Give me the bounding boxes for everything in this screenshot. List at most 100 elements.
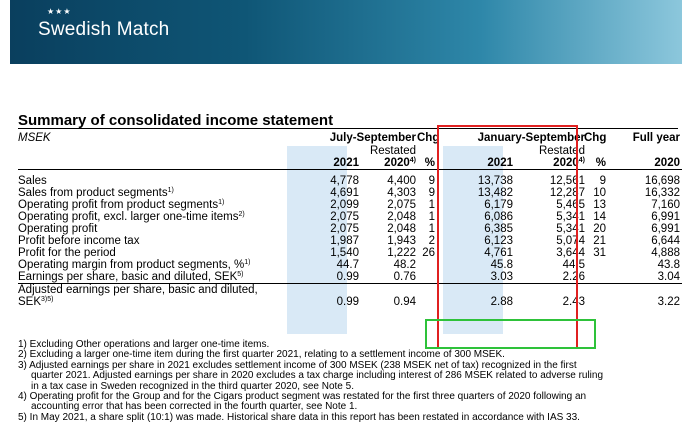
fy-2020-value: 6,991 [651, 223, 680, 235]
restated-ytd-label: Restated [538, 145, 585, 157]
table-row: Sales from product segments1) 4,691 4,30… [18, 187, 682, 199]
q3-2020-value: 1,222 [387, 247, 416, 259]
ytd-2021-value: 45.8 [490, 259, 513, 271]
fy-2020-value: 43.8 [657, 259, 680, 271]
table-row: Earnings per share, basic and diluted, S… [18, 271, 682, 284]
fy-2020-value: 16,698 [644, 175, 680, 187]
ytd-2020-value: 44.5 [562, 259, 585, 271]
row-label: Profit before income tax [18, 235, 139, 247]
chg-q3-value: 9 [428, 187, 435, 199]
ytd-2021-value: 6,179 [484, 199, 513, 211]
footnote-5: 5) In May 2021, a share split (10:1) was… [18, 411, 580, 423]
row-label: Operating margin from product segments, … [18, 259, 251, 271]
row-label: Adjusted earnings per share, basic and d… [18, 284, 258, 308]
chg-ytd-value: 20 [593, 223, 606, 235]
ytd-2021-value: 3.03 [490, 271, 513, 283]
table-row: Operating profit 2,075 2,048 1 6,385 5,3… [18, 223, 682, 235]
q3-2020-value: 0.76 [393, 271, 416, 283]
q3-2020-value: 4,303 [387, 187, 416, 199]
ytd-2021-value: 6,086 [484, 211, 513, 223]
q3-2021-value: 0.99 [336, 271, 359, 283]
header-row-years: 2021 20204) % 2021 20204) % 2020 [18, 157, 682, 170]
header-banner: ★★★ Swedish Match [10, 0, 682, 64]
q3-2020-value: 0.94 [393, 296, 416, 308]
row-footnote: 5) [237, 271, 244, 278]
chg-q3-header: Chg [417, 132, 440, 144]
ytd-2021-value: 13,482 [477, 187, 513, 199]
table-row-adjusted-eps: Adjusted earnings per share, basic and d… [18, 284, 682, 308]
ytd-2020-note: 4) [578, 157, 585, 164]
q3-2021-header: 2021 [333, 157, 359, 169]
footnote-4-cont: accounting error that has been corrected… [31, 401, 358, 413]
footnote-4: 4) Operating profit for the Group and fo… [18, 391, 587, 403]
q3-2020-value: 4,400 [387, 175, 416, 187]
footnote-3-cont: in a tax case in Sweden recognized in th… [31, 380, 354, 392]
row-footnote: 3)5) [41, 296, 54, 303]
row-label-text: Operating profit [18, 223, 98, 235]
footnote-1: 1) Excluding Other operations and larger… [18, 339, 270, 350]
row-label-text: Operating profit from product segments [18, 199, 219, 211]
chg-ytd-header: Chg [584, 132, 607, 144]
q3-2020-value: 2,048 [387, 223, 416, 235]
q3-2020-header: 20204) [356, 157, 416, 170]
row-label-text: Earnings per share, basic and diluted, S… [18, 271, 238, 283]
chg-q3-value: 1 [428, 211, 435, 223]
footnote-3-cont: quarter 2021. Adjusted earnings per shar… [31, 370, 604, 382]
table-row: Operating profit, excl. larger one-time … [18, 211, 682, 223]
chg-ytd-value: 31 [593, 247, 606, 259]
row-label-text-line1: Adjusted earnings per share, basic and d… [18, 284, 258, 296]
ytd-2021-header: 2021 [487, 157, 513, 169]
ytd-2020-value: 2.26 [562, 271, 585, 283]
row-footnote: 1) [244, 259, 251, 266]
row-label-text: Sales [18, 175, 47, 187]
fy-2020-value: 6,644 [651, 235, 680, 247]
chg-ytd-percent: % [595, 157, 606, 169]
chg-ytd-value: 9 [599, 175, 606, 187]
logo-stars: ★★★ [47, 7, 72, 16]
row-label-text: Operating profit, excl. larger one-time … [18, 211, 239, 223]
restated-q3-label: Restated [369, 145, 416, 157]
q3-2021-value: 44.7 [336, 259, 359, 271]
fy-2020-header: 2020 [654, 157, 680, 169]
row-label: Sales from product segments1) [18, 187, 174, 199]
period-q3-header: July-September [329, 132, 416, 144]
chg-q3-value: 1 [428, 199, 435, 211]
ytd-2021-value: 2.88 [490, 296, 513, 308]
row-label-text: Sales from product segments [18, 187, 168, 199]
income-statement-table: MSEK July-September Chg January-Septembe… [18, 131, 682, 308]
q3-2020-year: 2020 [384, 157, 410, 169]
ytd-2021-value: 6,123 [484, 235, 513, 247]
table-row: Profit before income tax 1,987 1,943 2 6… [18, 235, 682, 247]
fy-2020-value: 4,888 [651, 247, 680, 259]
ytd-2020-value: 2.43 [562, 296, 585, 308]
q3-2021-value: 2,099 [330, 199, 359, 211]
ytd-2021-value: 4,761 [484, 247, 513, 259]
row-label-text-line2: SEK [18, 296, 42, 308]
q3-2021-value: 2,075 [330, 211, 359, 223]
chg-ytd-value: 14 [593, 211, 606, 223]
row-label: Earnings per share, basic and diluted, S… [18, 271, 244, 283]
row-label: Operating profit [18, 223, 97, 235]
table-row: Operating margin from product segments, … [18, 259, 682, 271]
chg-q3-value: 26 [422, 247, 435, 259]
chg-ytd-value: 13 [593, 199, 606, 211]
ytd-2021-column-shade [443, 146, 503, 334]
company-logo: Swedish Match [38, 19, 170, 40]
chg-ytd-value: 21 [593, 235, 606, 247]
row-footnote: 1) [218, 199, 225, 206]
row-footnote: 2) [238, 211, 245, 218]
header-row-periods: MSEK July-September Chg January-Septembe… [18, 131, 682, 145]
footnotes: 1) Excluding Other operations and larger… [18, 339, 682, 423]
q3-2020-value: 1,943 [387, 235, 416, 247]
q3-2021-value: 4,778 [330, 175, 359, 187]
q3-2021-value: 0.99 [336, 296, 359, 308]
fy-2020-value: 6,991 [651, 211, 680, 223]
q3-2021-value: 1,540 [330, 247, 359, 259]
row-label-text: Profit before income tax [18, 235, 140, 247]
ytd-2021-value: 13,738 [477, 175, 513, 187]
period-ytd-header: January-September [477, 132, 585, 144]
ytd-2020-year: 2020 [553, 157, 579, 169]
table-title: Summary of consolidated income statement [18, 112, 334, 129]
fy-2020-value: 3.04 [657, 271, 680, 283]
q3-2020-value: 48.2 [393, 259, 416, 271]
